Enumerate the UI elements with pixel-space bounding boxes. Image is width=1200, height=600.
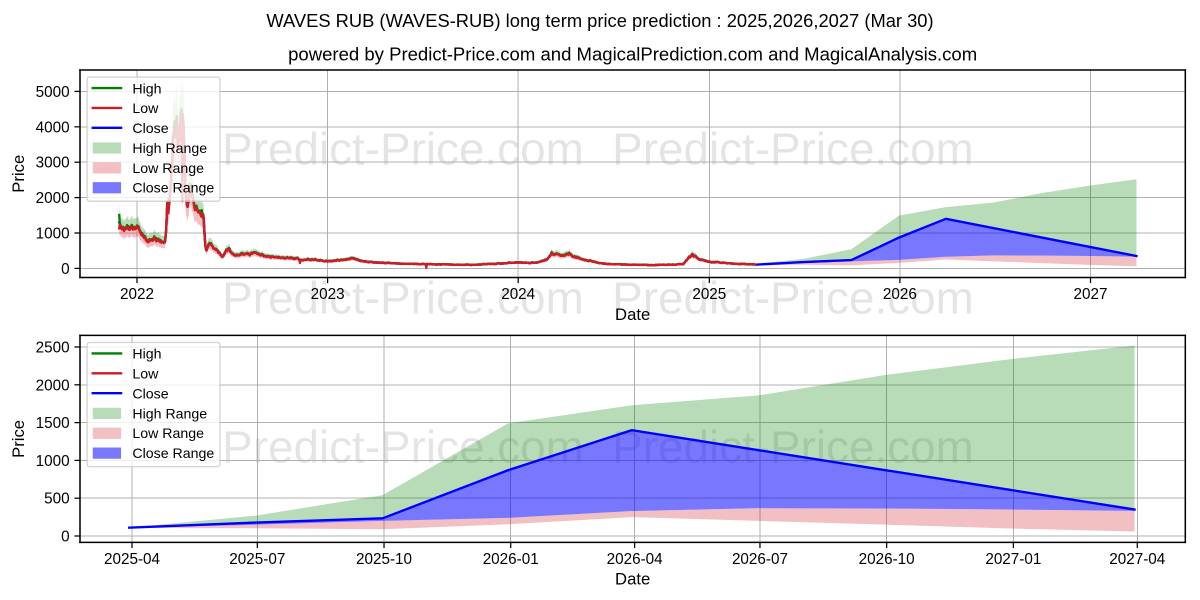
svg-text:2025-10: 2025-10 <box>356 551 412 568</box>
svg-text:5000: 5000 <box>36 84 70 101</box>
svg-text:2025: 2025 <box>692 286 726 303</box>
svg-text:Close Range: Close Range <box>132 446 214 462</box>
svg-text:Price: Price <box>9 420 28 458</box>
svg-text:2026: 2026 <box>883 286 917 303</box>
svg-text:Low Range: Low Range <box>132 161 204 177</box>
svg-text:Close: Close <box>132 386 168 402</box>
svg-text:2027-01: 2027-01 <box>985 551 1041 568</box>
svg-text:0: 0 <box>61 261 69 278</box>
svg-text:Date: Date <box>615 305 650 324</box>
svg-text:Low: Low <box>132 367 159 383</box>
svg-text:Predict-Price.com: Predict-Price.com <box>612 273 974 324</box>
svg-text:1000: 1000 <box>36 226 70 243</box>
svg-text:1500: 1500 <box>36 415 70 432</box>
svg-text:Close: Close <box>132 121 168 137</box>
svg-text:Low Range: Low Range <box>132 426 204 442</box>
svg-text:Predict-Price.com: Predict-Price.com <box>222 273 584 324</box>
svg-text:2000: 2000 <box>36 190 70 207</box>
svg-text:2022: 2022 <box>120 286 154 303</box>
svg-text:Date: Date <box>615 570 650 589</box>
svg-text:High: High <box>132 81 161 97</box>
svg-text:2025-07: 2025-07 <box>229 551 285 568</box>
svg-text:2026-07: 2026-07 <box>732 551 788 568</box>
svg-text:WAVES RUB (WAVES-RUB) long ter: WAVES RUB (WAVES-RUB) long term price pr… <box>266 10 933 31</box>
svg-text:High Range: High Range <box>132 141 207 157</box>
svg-text:powered by Predict-Price.com a: powered by Predict-Price.com and Magical… <box>288 43 977 64</box>
svg-text:2027: 2027 <box>1074 286 1108 303</box>
svg-text:2024: 2024 <box>501 286 535 303</box>
svg-text:2026-01: 2026-01 <box>483 551 539 568</box>
svg-text:2500: 2500 <box>36 340 70 357</box>
svg-text:Low: Low <box>132 101 159 117</box>
svg-text:Predict-Price.com: Predict-Price.com <box>222 124 584 175</box>
svg-text:2026-04: 2026-04 <box>607 551 664 568</box>
svg-text:High: High <box>132 347 161 363</box>
svg-text:1000: 1000 <box>36 453 70 470</box>
svg-text:2000: 2000 <box>36 377 70 394</box>
svg-text:2026-10: 2026-10 <box>859 551 915 568</box>
svg-text:4000: 4000 <box>36 119 70 136</box>
svg-text:500: 500 <box>44 491 69 508</box>
svg-text:Predict-Price.com: Predict-Price.com <box>612 124 974 175</box>
svg-text:High Range: High Range <box>132 406 207 422</box>
svg-text:2025-04: 2025-04 <box>104 551 161 568</box>
svg-text:Price: Price <box>9 155 28 193</box>
svg-text:0: 0 <box>61 529 69 546</box>
svg-text:Close Range: Close Range <box>132 181 214 197</box>
svg-text:3000: 3000 <box>36 155 70 172</box>
svg-text:2027-04: 2027-04 <box>1109 551 1166 568</box>
svg-text:2023: 2023 <box>311 286 345 303</box>
